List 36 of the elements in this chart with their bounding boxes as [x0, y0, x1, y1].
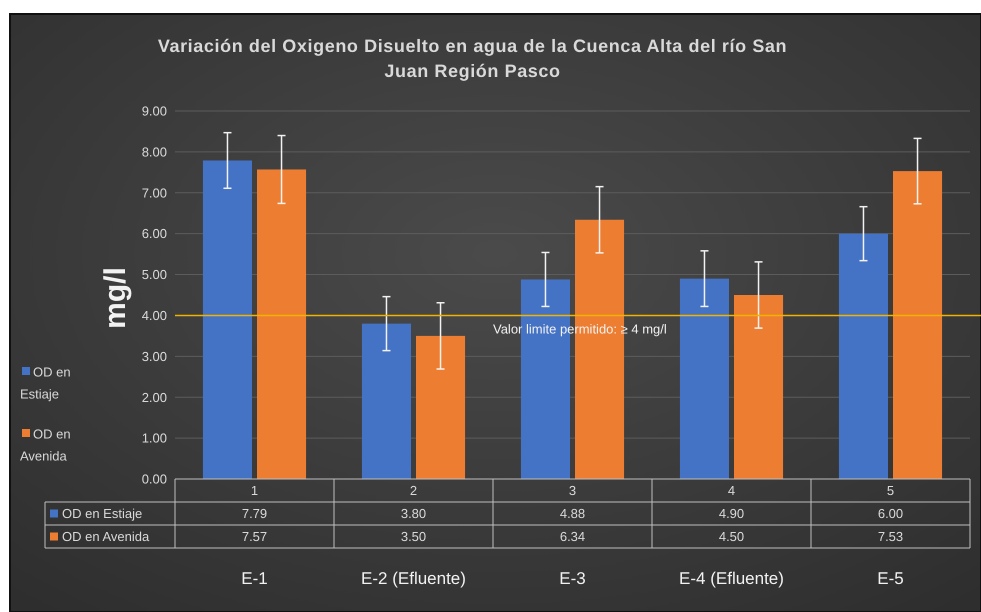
y-tick-label: 2.00: [142, 390, 167, 405]
x-tick-label: 4: [728, 483, 736, 498]
legend-label: OD en Avenida: [62, 529, 150, 544]
data-label: 6.00: [878, 506, 904, 522]
data-label: 4.88: [560, 506, 586, 522]
y-tick-label: 6.00: [142, 226, 167, 242]
y-tick-label: 9.00: [142, 104, 167, 119]
y-tick-label: 1.00: [142, 430, 167, 446]
y-tick-label: 3.00: [142, 348, 167, 364]
text: E-4 (Efluente): [679, 569, 784, 588]
data-label: 7.53: [878, 529, 904, 544]
chart-title: Variación del Oxigeno Disuelto en agua de la Cuenca Alta del río San Juan Región Pasco: [158, 36, 788, 81]
text: E-3: [559, 569, 586, 588]
data-label: 3.80: [400, 506, 426, 522]
y-axis-title: mg/l: [99, 267, 132, 329]
y-tick-label: 5.00: [142, 267, 167, 282]
text: E-5: [877, 569, 904, 588]
data-label: 6.34: [560, 529, 586, 544]
text: E-2 (Efluente): [361, 569, 466, 588]
data-label: 4.90: [718, 506, 744, 522]
x-tick-label: 3: [568, 483, 576, 498]
x-tick-label: 2: [410, 483, 418, 498]
y-tick-label: 0.00: [142, 472, 167, 487]
data-label: 3.50: [400, 529, 426, 544]
text: OD en Estiaje: [20, 364, 71, 402]
y-tick-label: 8.00: [142, 144, 167, 160]
data-label: 7.57: [242, 529, 268, 544]
text: E-1: [241, 569, 268, 588]
data-label: 7.79: [242, 506, 268, 522]
x-tick-label: 1: [250, 483, 258, 498]
x-tick-label: 5: [886, 483, 894, 498]
y-tick-label: 4.00: [142, 308, 167, 323]
data-label: 4.50: [718, 529, 744, 544]
legend-label: OD en Estiaje: [62, 506, 142, 522]
y-tick-label: 7.00: [142, 185, 167, 200]
text: OD en Avenida: [20, 426, 71, 464]
